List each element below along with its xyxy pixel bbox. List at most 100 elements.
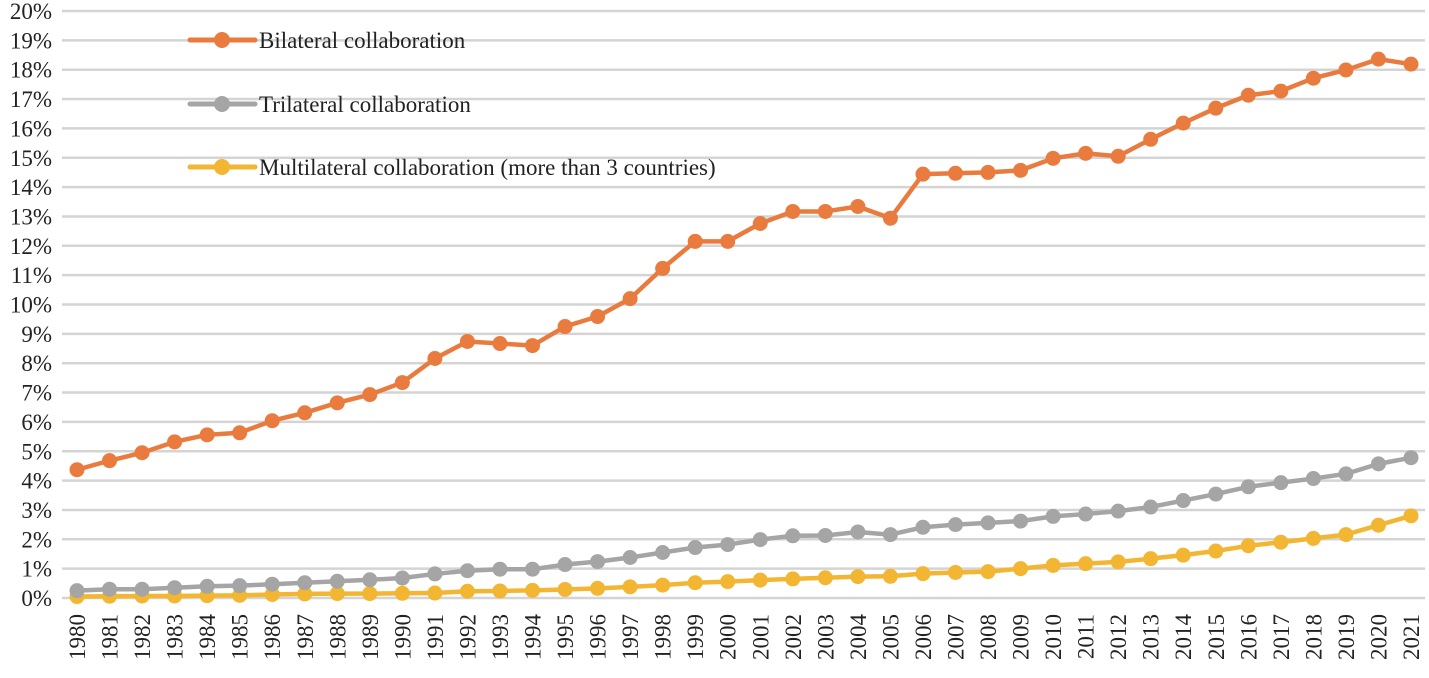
data-point <box>1370 517 1386 533</box>
legend-item: Bilateral collaboration <box>187 28 466 53</box>
data-point <box>1403 508 1419 524</box>
data-point <box>1208 100 1224 116</box>
x-tick-label: 2007 <box>943 614 968 660</box>
data-point <box>785 528 801 544</box>
data-point <box>915 166 931 182</box>
data-point <box>264 586 280 602</box>
data-point <box>297 586 313 602</box>
data-point <box>297 575 313 591</box>
x-tick-label: 2015 <box>1204 614 1229 660</box>
data-point <box>1240 538 1256 554</box>
y-tick-label: 1% <box>21 557 52 582</box>
data-point <box>1240 87 1256 103</box>
data-point <box>1208 543 1224 559</box>
data-point <box>980 564 996 580</box>
data-point <box>557 319 573 335</box>
legend-label: Multilateral collaboration (more than 3 … <box>259 155 716 180</box>
x-tick-label: 2018 <box>1301 614 1326 660</box>
data-point <box>817 527 833 543</box>
data-point <box>1305 70 1321 86</box>
y-tick-label: 14% <box>10 175 52 200</box>
data-point <box>882 527 898 543</box>
data-point <box>622 549 638 565</box>
data-point <box>1078 506 1094 522</box>
data-point <box>1273 83 1289 99</box>
data-point <box>102 453 118 469</box>
x-tick-label: 1984 <box>195 614 220 661</box>
data-point <box>1370 51 1386 67</box>
data-point <box>329 586 345 602</box>
data-point <box>394 375 410 391</box>
data-point <box>1013 513 1029 529</box>
x-tick-label: 1985 <box>228 614 253 660</box>
x-tick-label: 2017 <box>1269 614 1294 660</box>
data-point <box>817 203 833 219</box>
y-tick-label: 3% <box>21 498 52 523</box>
data-point <box>1110 503 1126 519</box>
x-tick-label: 1994 <box>521 614 546 661</box>
y-tick-label: 19% <box>10 28 52 53</box>
data-point <box>687 233 703 249</box>
data-point <box>1240 479 1256 495</box>
legend-marker <box>214 32 230 48</box>
x-tick-label: 2002 <box>781 614 806 660</box>
data-point <box>752 215 768 231</box>
data-point <box>1208 486 1224 502</box>
data-point <box>1143 551 1159 567</box>
data-point <box>1013 561 1029 577</box>
data-point <box>167 434 183 450</box>
legend-marker <box>214 159 230 175</box>
y-tick-label: 17% <box>10 87 52 112</box>
x-tick-label: 2010 <box>1041 614 1066 660</box>
data-point <box>720 574 736 590</box>
data-point <box>69 462 85 478</box>
y-tick-label: 8% <box>21 351 52 376</box>
data-point <box>1078 556 1094 572</box>
x-tick-label: 1995 <box>553 614 578 660</box>
x-tick-label: 2016 <box>1236 614 1261 660</box>
data-point <box>1045 557 1061 573</box>
data-point <box>1175 493 1191 509</box>
y-tick-label: 18% <box>10 58 52 83</box>
data-point <box>199 578 215 594</box>
data-point <box>915 519 931 535</box>
y-tick-label: 9% <box>21 322 52 347</box>
legend-marker <box>214 96 230 112</box>
data-point <box>134 581 150 597</box>
data-point <box>850 198 866 214</box>
x-tick-label: 1980 <box>65 614 90 660</box>
y-tick-label: 0% <box>21 586 52 611</box>
data-point <box>850 524 866 540</box>
data-point <box>329 395 345 411</box>
data-point <box>232 578 248 594</box>
data-point <box>1045 150 1061 166</box>
data-point <box>687 540 703 556</box>
series-group <box>69 51 1419 605</box>
legend-label: Bilateral collaboration <box>259 28 466 53</box>
data-point <box>459 583 475 599</box>
x-tick-label: 2004 <box>846 614 871 661</box>
series-line <box>76 56 1412 472</box>
x-tick-label: 1990 <box>390 614 415 660</box>
x-tick-label: 1996 <box>586 614 611 660</box>
x-tick-label: 2005 <box>878 614 903 660</box>
y-tick-label: 5% <box>21 439 52 464</box>
y-tick-label: 12% <box>10 234 52 259</box>
x-tick-label: 1998 <box>651 614 676 660</box>
x-tick-label: 1981 <box>98 614 123 660</box>
data-point <box>752 532 768 548</box>
series-line <box>76 455 1412 593</box>
data-point <box>947 165 963 181</box>
data-point <box>1403 450 1419 466</box>
y-tick-label: 11% <box>11 263 52 288</box>
data-point <box>590 554 606 570</box>
y-tick-label: 2% <box>21 527 52 552</box>
gridlines <box>62 9 1425 600</box>
data-point <box>622 579 638 595</box>
data-point <box>394 585 410 601</box>
x-tick-label: 1987 <box>293 614 318 660</box>
data-point <box>947 517 963 533</box>
x-tick-label: 2008 <box>976 614 1001 660</box>
data-point <box>232 425 248 441</box>
